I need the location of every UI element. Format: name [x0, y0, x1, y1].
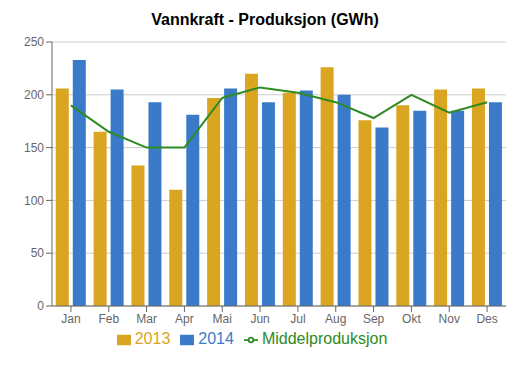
svg-text:Mar: Mar: [136, 312, 157, 326]
svg-text:100: 100: [24, 194, 44, 208]
html-text:Vannkraft - Produksjon (GWh): Vannkraft - Produksjon (GWh): [151, 11, 379, 28]
svg-text:150: 150: [24, 141, 44, 155]
svg-text:Jun: Jun: [250, 312, 269, 326]
svg-text:Des: Des: [476, 312, 497, 326]
html-text:2014: 2014: [198, 330, 234, 347]
svg-text:50: 50: [31, 246, 45, 260]
svg-text:Aug: Aug: [325, 312, 346, 326]
svg-text:Jul: Jul: [290, 312, 305, 326]
svg-text:Sep: Sep: [363, 312, 385, 326]
svg-text:200: 200: [24, 88, 44, 102]
svg-text:250: 250: [24, 35, 44, 49]
svg-text:Jan: Jan: [61, 312, 80, 326]
html-text:2013: 2013: [134, 330, 171, 347]
svg-text:Feb: Feb: [98, 312, 119, 326]
svg-text:Nov: Nov: [439, 312, 460, 326]
svg-text:Apr: Apr: [175, 312, 194, 326]
svg-text:Mai: Mai: [213, 312, 232, 326]
svg-text:Okt: Okt: [402, 312, 421, 326]
svg-text:0: 0: [37, 299, 44, 313]
html-text:Middelproduksjon: Middelproduksjon: [261, 330, 388, 347]
